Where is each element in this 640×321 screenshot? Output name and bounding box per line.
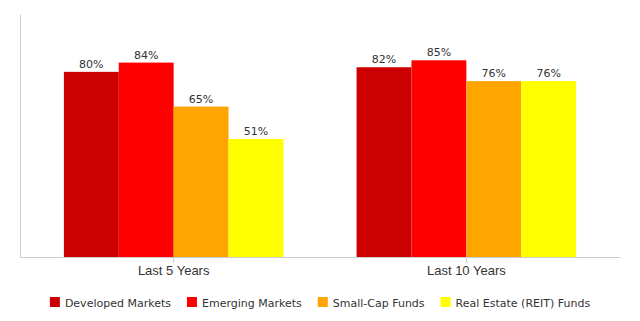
data-label: 82% xyxy=(372,53,396,66)
data-label: 85% xyxy=(427,46,451,59)
x-tick-label: Last 5 Years xyxy=(138,263,210,278)
bars xyxy=(64,60,576,257)
data-label: 76% xyxy=(482,67,506,80)
data-label: 51% xyxy=(244,125,268,138)
y-axis-line xyxy=(20,15,21,258)
x-tick: Last 10 Years xyxy=(427,257,506,278)
bar xyxy=(174,107,229,257)
legend-swatch xyxy=(441,297,451,307)
x-axis: Last 5 Years Last 10 Years xyxy=(21,257,621,278)
plot: 80%82%84%85%65%76%51%76%Last 5 YearsLast… xyxy=(21,15,621,279)
legend-label: Developed Markets xyxy=(65,297,171,310)
y-axis xyxy=(20,15,21,258)
legend: Developed Markets Emerging Markets Small-C… xyxy=(50,297,590,310)
bar xyxy=(411,60,466,257)
legend-label: Emerging Markets xyxy=(202,297,302,310)
legend-item: Emerging Markets xyxy=(187,297,302,310)
legend-swatch xyxy=(318,297,328,307)
legend-item: Developed Markets xyxy=(50,297,171,310)
x-tick: Last 5 Years xyxy=(138,257,210,278)
data-label: 65% xyxy=(189,93,213,106)
data-label: 84% xyxy=(134,49,158,62)
legend-item: Small-Cap Funds xyxy=(318,297,425,310)
x-tick-label: Last 10 Years xyxy=(427,263,506,278)
chart: 80%82%84%85%65%76%51%76%Last 5 YearsLast… xyxy=(0,0,640,321)
x-tick-mark xyxy=(173,257,174,263)
bar xyxy=(521,81,576,257)
bar xyxy=(119,63,174,257)
data-label: 80% xyxy=(79,58,103,71)
data-labels: 80% 82% 84% 85% 65% 76% 51% 76% xyxy=(79,46,561,138)
bar xyxy=(466,81,521,257)
x-axis-line xyxy=(21,257,621,258)
data-label: 76% xyxy=(536,67,560,80)
legend-label: Small-Cap Funds xyxy=(333,297,425,310)
legend-swatch xyxy=(50,297,60,307)
bar xyxy=(357,67,412,257)
bar xyxy=(64,72,119,257)
x-tick-mark xyxy=(466,257,467,263)
bar xyxy=(229,139,284,257)
legend-item: Real Estate (REIT) Funds xyxy=(441,297,591,310)
legend-swatch xyxy=(187,297,197,307)
legend-label: Real Estate (REIT) Funds xyxy=(456,297,591,310)
